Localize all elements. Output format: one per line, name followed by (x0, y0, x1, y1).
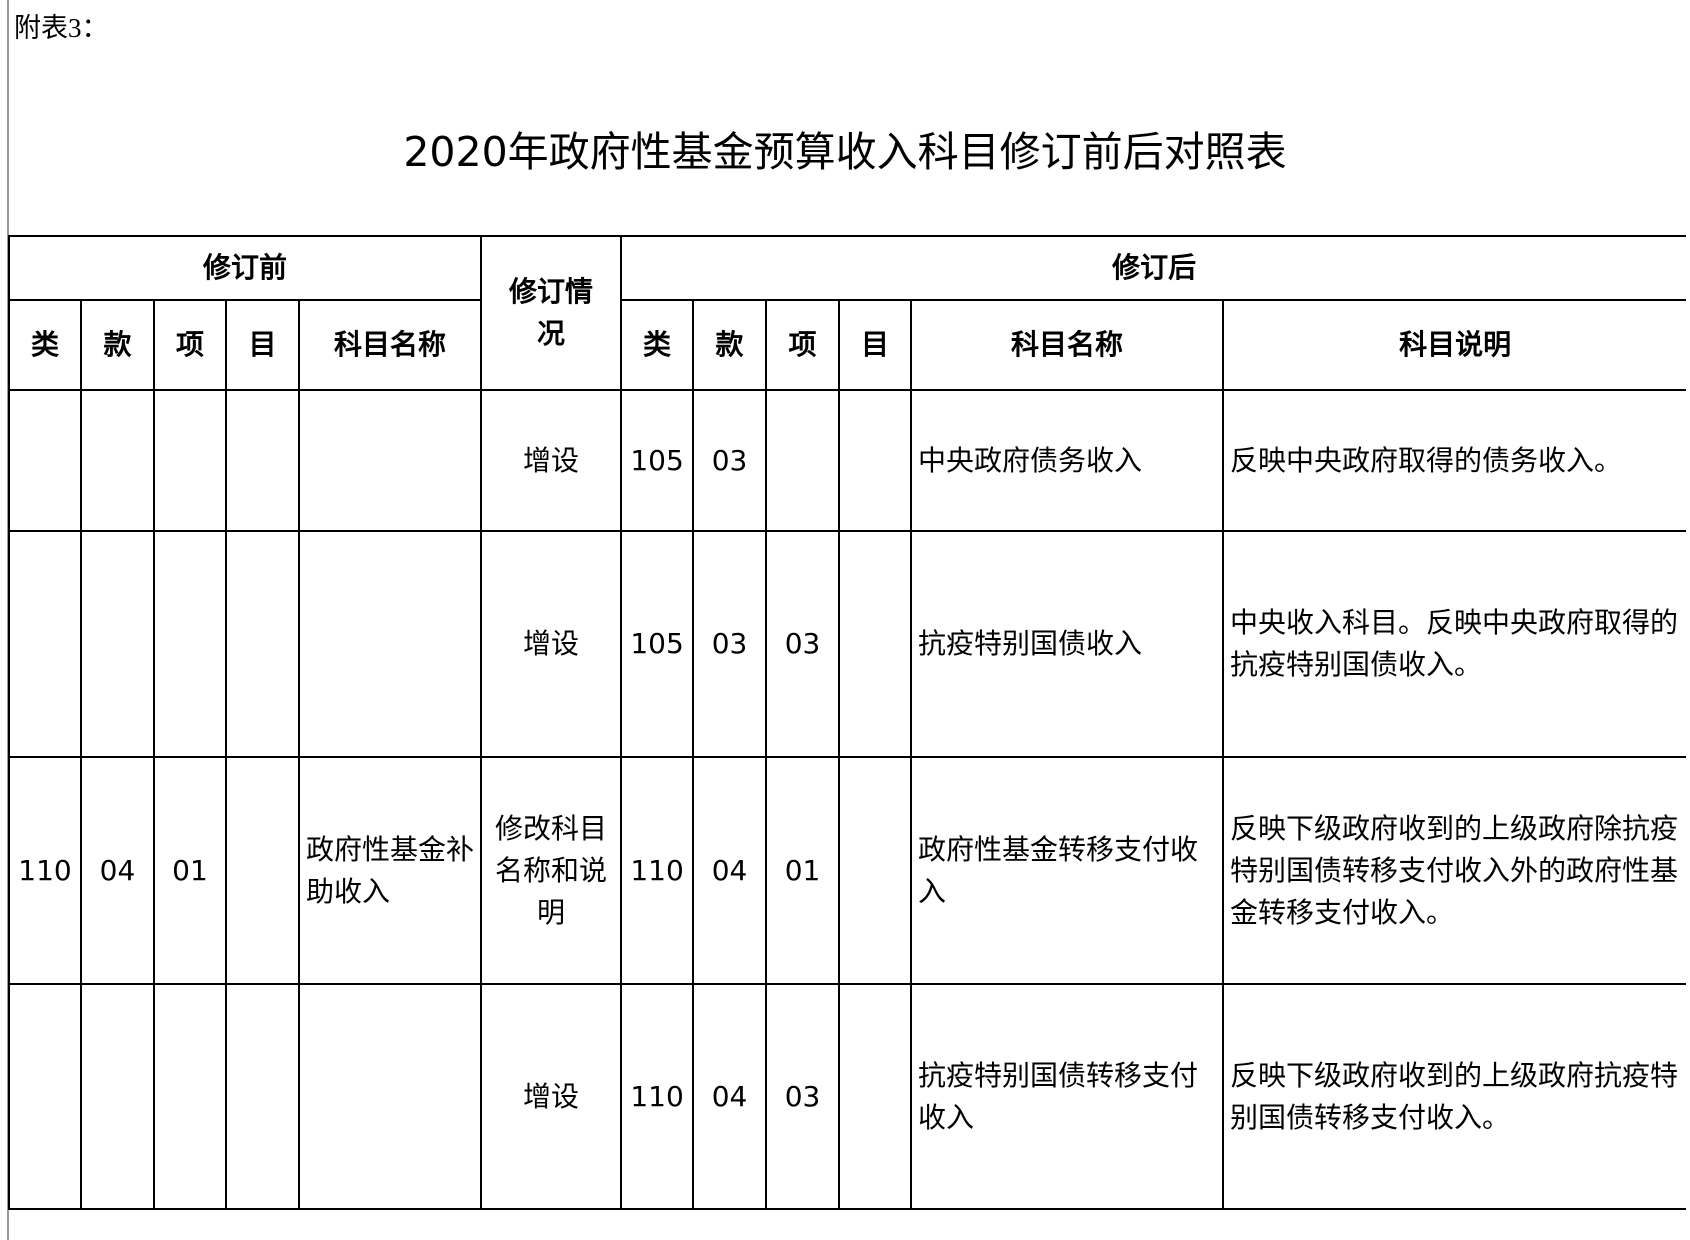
after-xiang (765, 389, 841, 532)
revision-status: 增设 (480, 983, 623, 1210)
header-after-kuan: 款 (692, 299, 768, 391)
revision-status: 修改科目名称和说明 (480, 756, 623, 985)
after-name: 政府性基金转移支付收入 (910, 756, 1225, 985)
before-name (297, 530, 483, 758)
header-after-mu: 目 (838, 299, 913, 391)
header-status: 修订情况 (480, 235, 623, 391)
header-after-desc: 科目说明 (1222, 299, 1687, 391)
before-mu (225, 530, 300, 758)
before-xiang (153, 389, 227, 532)
page-left-border (7, 0, 9, 1240)
header-after-lei: 类 (620, 299, 695, 391)
after-lei: 110 (620, 983, 695, 1210)
header-before-xiang: 项 (153, 299, 227, 391)
before-xiang: 01 (153, 756, 227, 985)
before-mu (225, 983, 300, 1210)
table-row: 增设 110 04 03 抗疫特别国债转移支付收入 反映下级政府收到的上级政府抗… (8, 983, 1687, 1210)
comparison-table: 修订前 修订情况 修订后 类 款 项 目 科目名称 类 款 项 目 科目名称 科… (7, 235, 1687, 1210)
table-row: 110 04 01 政府性基金补助收入 修改科目名称和说明 110 04 01 … (8, 756, 1687, 985)
before-xiang (153, 530, 227, 758)
appendix-label: 附表3： (14, 13, 109, 43)
after-desc: 反映下级政府收到的上级政府抗疫特别国债转移支付收入。 (1222, 983, 1687, 1210)
after-kuan: 03 (692, 530, 768, 758)
table-row: 增设 105 03 中央政府债务收入 反映中央政府取得的债务收入。 (8, 389, 1687, 532)
before-kuan (80, 389, 155, 532)
revision-status: 增设 (480, 530, 623, 758)
table-row: 增设 105 03 03 抗疫特别国债收入 中央收入科目。反映中央政府取得的抗疫… (8, 530, 1687, 758)
after-kuan: 04 (692, 983, 768, 1210)
after-kuan: 03 (692, 389, 768, 532)
before-xiang (153, 983, 227, 1210)
after-name: 抗疫特别国债转移支付收入 (910, 983, 1225, 1210)
before-kuan (80, 530, 155, 758)
after-lei: 105 (620, 530, 695, 758)
header-before: 修订前 (7, 235, 483, 301)
header-after-xiang: 项 (765, 299, 841, 391)
header-before-kuan: 款 (80, 299, 155, 391)
after-desc: 反映下级政府收到的上级政府除抗疫特别国债转移支付收入外的政府性基金转移支付收入。 (1222, 756, 1687, 985)
before-name (297, 983, 483, 1210)
after-name: 抗疫特别国债收入 (910, 530, 1225, 758)
before-lei (8, 530, 82, 758)
header-row-group: 修订前 修订情况 修订后 (7, 235, 1687, 391)
after-mu (838, 756, 913, 985)
before-mu (225, 389, 300, 532)
after-xiang: 03 (765, 983, 841, 1210)
after-mu (838, 983, 913, 1210)
before-lei (8, 983, 82, 1210)
after-mu (838, 389, 913, 532)
before-name: 政府性基金补助收入 (297, 756, 483, 985)
after-desc: 中央收入科目。反映中央政府取得的抗疫特别国债收入。 (1222, 530, 1687, 758)
before-kuan (80, 983, 155, 1210)
after-lei: 110 (620, 756, 695, 985)
header-after-name: 科目名称 (910, 299, 1225, 391)
after-lei: 105 (620, 389, 695, 532)
after-mu (838, 530, 913, 758)
header-after: 修订后 (620, 235, 1687, 301)
header-before-lei: 类 (8, 299, 82, 391)
before-lei (8, 389, 82, 532)
header-row-columns: 类 款 项 目 科目名称 类 款 项 目 科目名称 科目说明 (8, 299, 1687, 391)
header-before-mu: 目 (225, 299, 300, 391)
after-kuan: 04 (692, 756, 768, 985)
before-name (297, 389, 483, 532)
after-xiang: 01 (765, 756, 841, 985)
revision-status: 增设 (480, 389, 623, 532)
after-name: 中央政府债务收入 (910, 389, 1225, 532)
page-title: 2020年政府性基金预算收入科目修订前后对照表 (403, 128, 1287, 176)
before-kuan: 04 (80, 756, 155, 985)
after-xiang: 03 (765, 530, 841, 758)
after-desc: 反映中央政府取得的债务收入。 (1222, 389, 1687, 532)
header-before-name: 科目名称 (297, 299, 483, 391)
before-lei: 110 (8, 756, 82, 985)
before-mu (225, 756, 300, 985)
